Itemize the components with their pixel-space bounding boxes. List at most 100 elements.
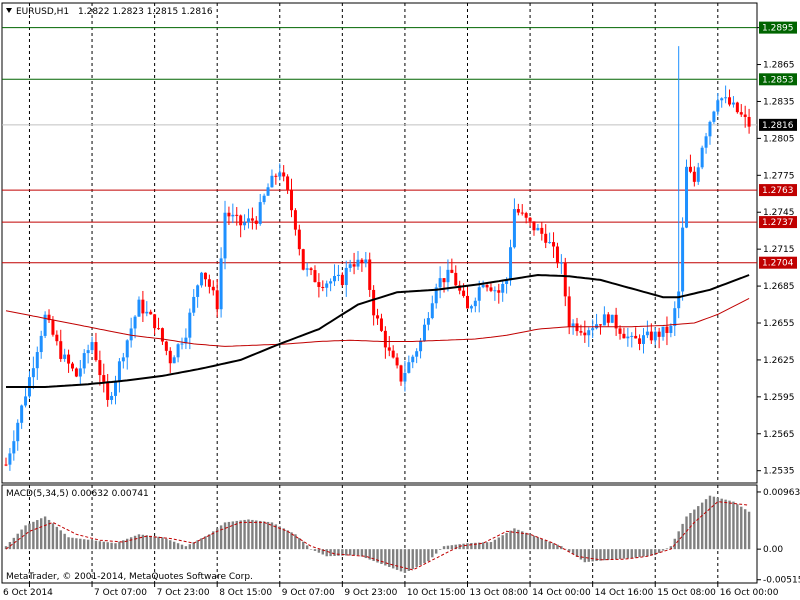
candle-bear — [516, 209, 520, 213]
macd-bar — [94, 540, 98, 550]
candle-bull — [356, 259, 360, 267]
macd-bar — [724, 499, 727, 550]
candle-bull — [720, 98, 724, 101]
candle-bear — [465, 295, 469, 309]
candle-bull — [196, 285, 200, 297]
candle-bull — [422, 324, 426, 341]
macd-bar — [368, 549, 371, 560]
macd-bar — [239, 520, 242, 550]
macd-bar — [110, 542, 113, 550]
macd-bar — [446, 545, 450, 550]
candle-bull — [364, 259, 368, 264]
macd-bar — [450, 545, 454, 550]
macd-bar — [266, 521, 270, 550]
candle-bull — [39, 335, 43, 353]
y-tick-label: 1.2565 — [763, 430, 795, 440]
macd-bar — [184, 546, 188, 550]
macd-bar — [231, 521, 235, 550]
macd-bar — [118, 541, 121, 550]
macd-bar — [317, 549, 321, 553]
macd-bar — [540, 538, 544, 550]
candle-bear — [379, 318, 383, 331]
candle-bear — [598, 324, 602, 326]
macd-bar — [618, 549, 622, 559]
candle-bull — [63, 354, 67, 359]
candlesticks — [4, 46, 751, 471]
macd-bar — [169, 540, 172, 550]
macd-bar — [356, 549, 360, 556]
macd-bar — [497, 537, 500, 550]
candle-bear — [47, 314, 51, 321]
time-axis: 6 Oct 2014 7 Oct 07:00 7 Oct 23:00 8 Oct 15… — [3, 583, 779, 598]
candle-bull — [333, 275, 337, 282]
candle-bull — [145, 311, 149, 314]
macd-bar — [302, 541, 305, 550]
macd-bar — [403, 549, 407, 573]
candle-bull — [536, 227, 540, 231]
level-tag-label: 1.2763 — [762, 186, 794, 196]
macd-bar — [728, 500, 731, 550]
macd-bar — [454, 544, 457, 550]
macd-bar — [556, 544, 559, 550]
macd-bar — [564, 548, 567, 550]
x-tick-label: 10 Oct 15:00 — [407, 588, 466, 598]
candle-bull — [426, 318, 430, 325]
candle-bull — [188, 312, 192, 338]
x-tick-label: 13 Oct 08:00 — [469, 588, 528, 598]
macd-bar — [689, 513, 692, 550]
candle-bull — [114, 380, 118, 396]
macd-bar — [372, 549, 375, 562]
macd-bar — [270, 522, 274, 550]
candle-bull — [716, 100, 720, 112]
macd-bar — [219, 525, 223, 550]
x-tick-label: 15 Oct 08:00 — [657, 588, 716, 598]
macd-bar — [571, 549, 575, 555]
candle-bull — [626, 336, 630, 339]
level-tag — [759, 216, 797, 229]
macd-bar — [423, 549, 426, 564]
macd-bar — [39, 518, 43, 550]
macd-bar — [212, 531, 215, 550]
candle-bull — [411, 356, 415, 363]
macd-bar — [380, 549, 383, 564]
candle-bull — [176, 344, 180, 358]
macd-bar — [599, 549, 602, 561]
macd-bar — [700, 502, 704, 550]
macd-bar — [489, 542, 493, 550]
macd-bar — [286, 530, 289, 550]
macd-bar — [4, 546, 8, 550]
macd-bar — [28, 523, 31, 550]
main-panel-border — [1, 2, 758, 484]
macd-bar — [251, 519, 254, 550]
macd-bar — [517, 529, 520, 550]
macd-bar — [388, 549, 391, 567]
macd-bar — [544, 540, 547, 550]
macd-bar — [708, 495, 712, 550]
macd-panel-border — [1, 484, 758, 584]
level-tag-label: 1.2704 — [762, 259, 794, 269]
copyright-text: MetaTrader, © 2001-2014, MetaQuotes Soft… — [6, 572, 253, 582]
macd-bar — [685, 516, 688, 550]
candle-bear — [94, 342, 98, 361]
candle-bear — [497, 290, 501, 293]
macd-bar — [474, 542, 477, 550]
candle-bear — [485, 284, 489, 288]
macd-bar — [305, 545, 309, 550]
x-tick-label: 7 Oct 07:00 — [94, 588, 147, 598]
candle-bull — [8, 453, 12, 465]
macd-bar — [36, 520, 39, 550]
candle-bear — [618, 328, 622, 334]
macd-bar — [165, 538, 168, 550]
candle-bull — [696, 167, 700, 182]
macd-bar — [669, 546, 673, 550]
candle-bear — [489, 287, 493, 291]
x-tick-label: 9 Oct 07:00 — [282, 588, 335, 598]
candle-bull — [31, 368, 35, 378]
macd-bar — [43, 516, 47, 550]
candle-bear — [458, 285, 462, 291]
ohlc-values: 1.2822 1.2823 1.2815 1.2816 — [78, 7, 213, 17]
x-tick-label: 14 Oct 00:00 — [532, 588, 591, 598]
triangle-down-icon[interactable] — [6, 8, 12, 13]
candle-bull — [24, 396, 28, 406]
